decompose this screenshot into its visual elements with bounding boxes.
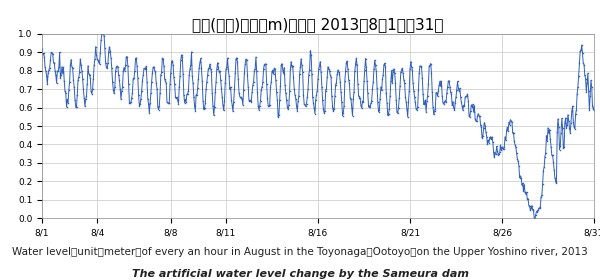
Text: The artificial water level change by the Sameura dam: The artificial water level change by the… [131,269,469,279]
Title: 豊永(大豊)水位（m)毎時： 2013年8月1日～31日: 豊永(大豊)水位（m)毎時： 2013年8月1日～31日 [192,17,444,32]
Text: Water level（unit：meter）of every an hour in August in the Toyonaga（Ootoyo）on the : Water level（unit：meter）of every an hour … [12,247,588,257]
